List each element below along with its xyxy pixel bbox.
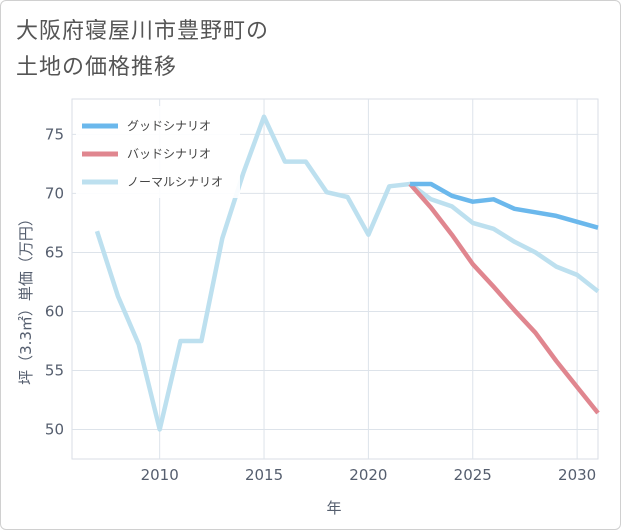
x-axis-ticks: 2010 2015 2020 2025 2030: [141, 466, 597, 484]
chart-title-line-2: 土地の価格推移: [16, 55, 178, 80]
legend-label-1: バッドシナリオ: [127, 147, 211, 161]
y-tick-label: 65: [45, 243, 64, 261]
x-tick-label: 2010: [141, 466, 179, 484]
x-axis-title: 年: [326, 499, 341, 517]
legend-label-2: ノーマルシナリオ: [127, 175, 223, 189]
chart-title: 大阪府寝屋川市豊野町の 土地の価格推移: [16, 14, 436, 86]
grid-lines: [72, 99, 598, 459]
legend-label-0: グッドシナリオ: [127, 119, 211, 133]
x-tick-label: 2020: [349, 466, 387, 484]
x-tick-label: 2030: [558, 466, 596, 484]
series-line-1: [408, 182, 600, 415]
series-line-2: [94, 114, 600, 432]
y-tick-label: 50: [45, 420, 64, 438]
x-tick-label: 2015: [245, 466, 283, 484]
series-line-0: [410, 181, 599, 230]
y-tick-label: 55: [45, 361, 64, 379]
y-tick-label: 70: [45, 184, 64, 202]
y-axis-title: 坪（3.3㎡）単価（万円）: [17, 211, 35, 385]
x-tick-label: 2025: [454, 466, 492, 484]
y-tick-label: 75: [45, 125, 64, 143]
y-tick-label: 60: [45, 302, 64, 320]
series-lines: [94, 114, 600, 432]
chart-title-line-1: 大阪府寝屋川市豊野町の: [16, 19, 270, 44]
y-axis-ticks: 50 55 60 65 70 75: [45, 125, 64, 438]
